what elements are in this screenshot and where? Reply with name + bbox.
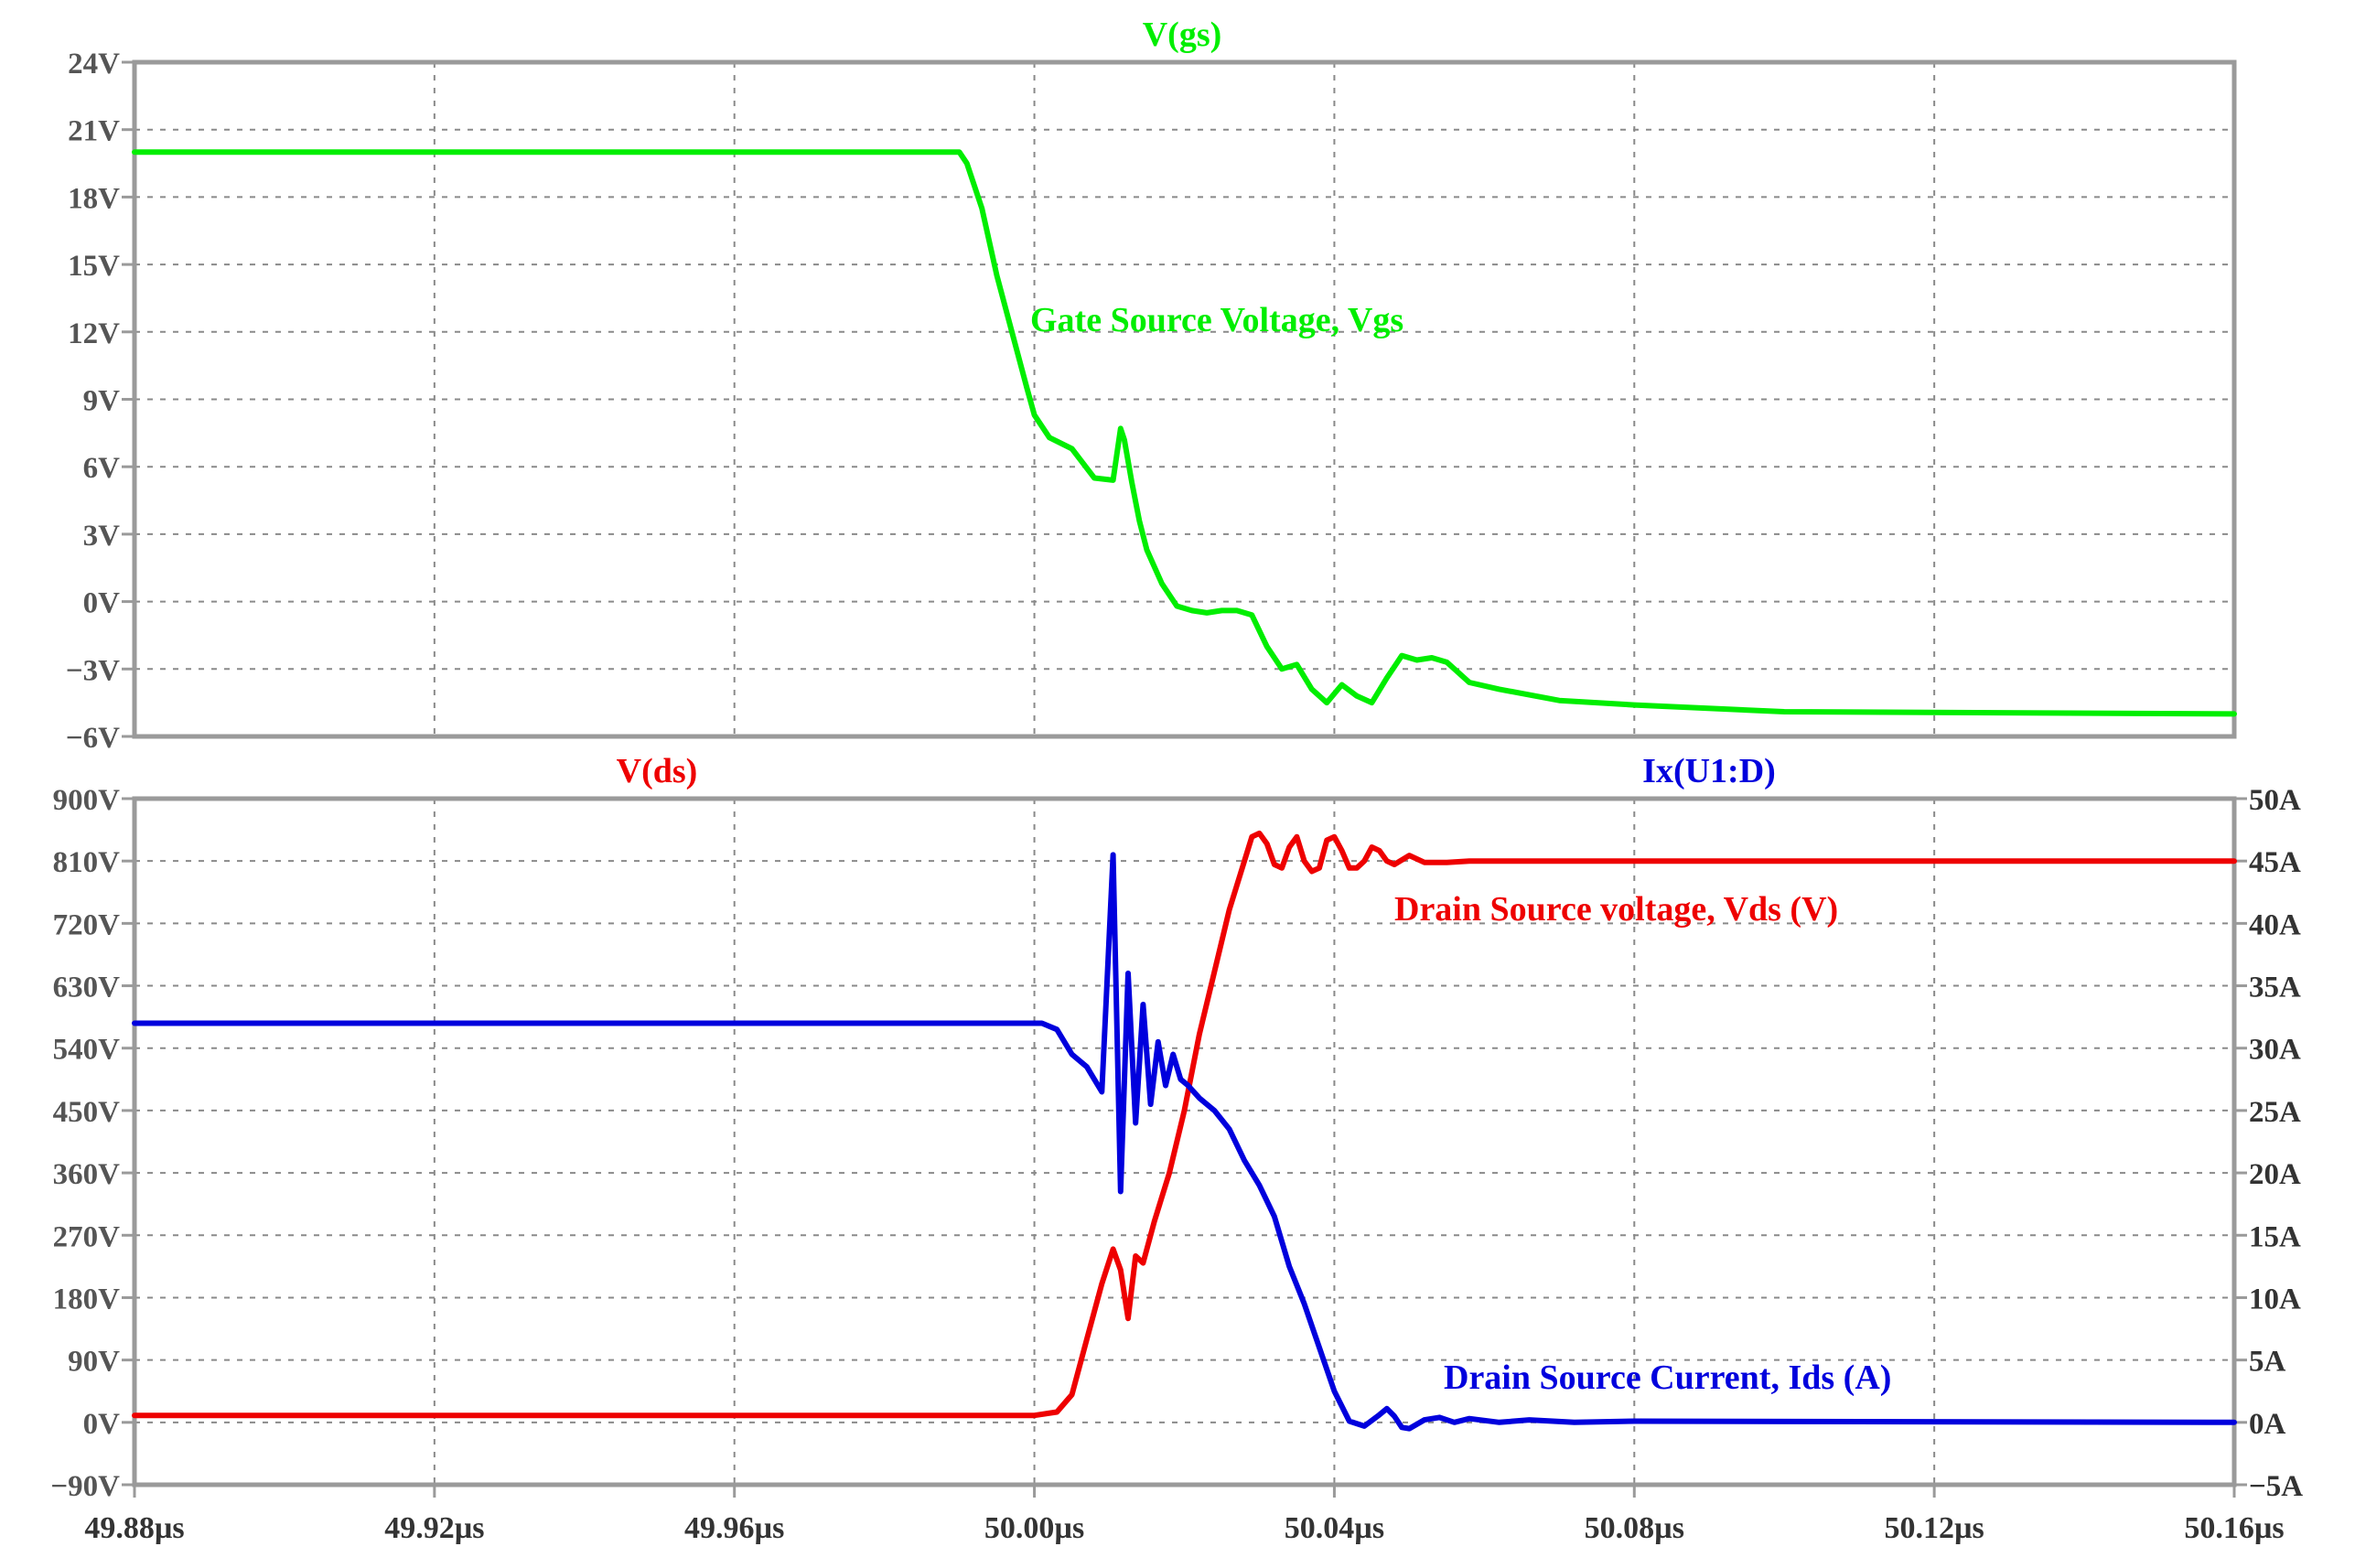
y-tick-label: 21V [68, 115, 120, 148]
y-tick-label: 9V [83, 385, 121, 418]
y-tick-label: 18V [68, 182, 120, 215]
y-tick-label: 25A [2249, 1096, 2301, 1129]
ids-title: Ix(U1:D) [1642, 752, 1776, 790]
x-tick-label: 50.12µs [1884, 1511, 1984, 1545]
y-tick-label: 20A [2249, 1158, 2301, 1191]
y-tick-label: 6V [83, 452, 121, 485]
ids-trace [132, 852, 2237, 1432]
y-tick-label: 720V [53, 908, 121, 941]
vgs-grid [134, 62, 2234, 736]
y-tick-label: 30A [2249, 1034, 2301, 1067]
x-tick-label: 50.00µs [984, 1511, 1084, 1545]
y-tick-label: 540V [53, 1034, 121, 1067]
x-tick-label: 50.04µs [1285, 1511, 1384, 1545]
x-tick-label: 49.92µs [384, 1511, 484, 1545]
y-tick-label: 270V [53, 1220, 121, 1253]
y-tick-label: 0A [2249, 1408, 2286, 1441]
vds-y-axis: 900V 810V 720V 630V 540V 450V 360V 270V 180V 90V 0… [50, 784, 134, 1503]
y-tick-label: 360V [53, 1158, 121, 1191]
y-tick-label: 50A [2249, 784, 2301, 817]
y-tick-label: 10A [2249, 1283, 2301, 1316]
ids-annotation: Drain Source Current, Ids (A) [1444, 1359, 1891, 1397]
y-tick-label: 0V [83, 1408, 121, 1441]
vds-trace [132, 830, 2237, 1419]
y-tick-label: −5A [2249, 1470, 2303, 1503]
y-tick-label: 900V [53, 784, 121, 817]
vgs-title: V(gs) [1143, 16, 1222, 54]
y-tick-label: 5A [2249, 1346, 2286, 1379]
vgs-y-axis: 24V 21V 18V 15V 12V 9V 6V 3V 0V −3V −6V [66, 48, 134, 755]
y-tick-label: 35A [2249, 972, 2301, 1004]
x-tick-label: 50.16µs [2184, 1511, 2284, 1545]
y-tick-label: 180V [53, 1283, 121, 1316]
vds-ids-grid [134, 799, 2234, 1485]
vgs-trace [132, 149, 2237, 717]
time-x-axis: 49.88µs 49.92µs 49.96µs 50.00µs 50.04µs 50.08… [84, 1485, 2285, 1545]
y-tick-label: −6V [66, 722, 120, 755]
y-tick-label: 630V [53, 972, 121, 1004]
y-tick-label: 3V [83, 520, 121, 553]
y-tick-label: 12V [68, 317, 120, 350]
ids-y-axis: 50A 45A 40A 35A 30A 25A 20A 15A 10A 5A 0A −5A [2234, 784, 2303, 1503]
y-tick-label: 15V [68, 250, 120, 283]
vds-annotation: Drain Source voltage, Vds (V) [1394, 890, 1838, 929]
vds-ids-panel: 900V 810V 720V 630V 540V 450V 360V 270V 180V 90V 0… [50, 752, 2303, 1545]
y-tick-label: −3V [66, 654, 120, 687]
y-tick-label: 45A [2249, 846, 2301, 879]
y-tick-label: 450V [53, 1096, 121, 1129]
y-tick-label: 15A [2249, 1220, 2301, 1253]
y-tick-label: 90V [68, 1346, 120, 1379]
y-tick-label: −90V [50, 1470, 120, 1503]
vds-ids-plot-frame [132, 796, 2237, 1487]
x-tick-label: 49.96µs [684, 1511, 784, 1545]
vds-title: V(ds) [617, 752, 698, 790]
vgs-annotation: Gate Source Voltage, Vgs [1030, 301, 1403, 339]
vgs-panel: 24V 21V 18V 15V 12V 9V 6V 3V 0V −3V −6V V(gs) Gate… [66, 16, 2237, 755]
y-tick-label: 24V [68, 48, 120, 81]
y-tick-label: 810V [53, 846, 121, 879]
x-tick-label: 50.08µs [1585, 1511, 1684, 1545]
y-tick-label: 0V [83, 587, 121, 620]
y-tick-label: 40A [2249, 908, 2301, 941]
x-tick-label: 49.88µs [84, 1511, 184, 1545]
